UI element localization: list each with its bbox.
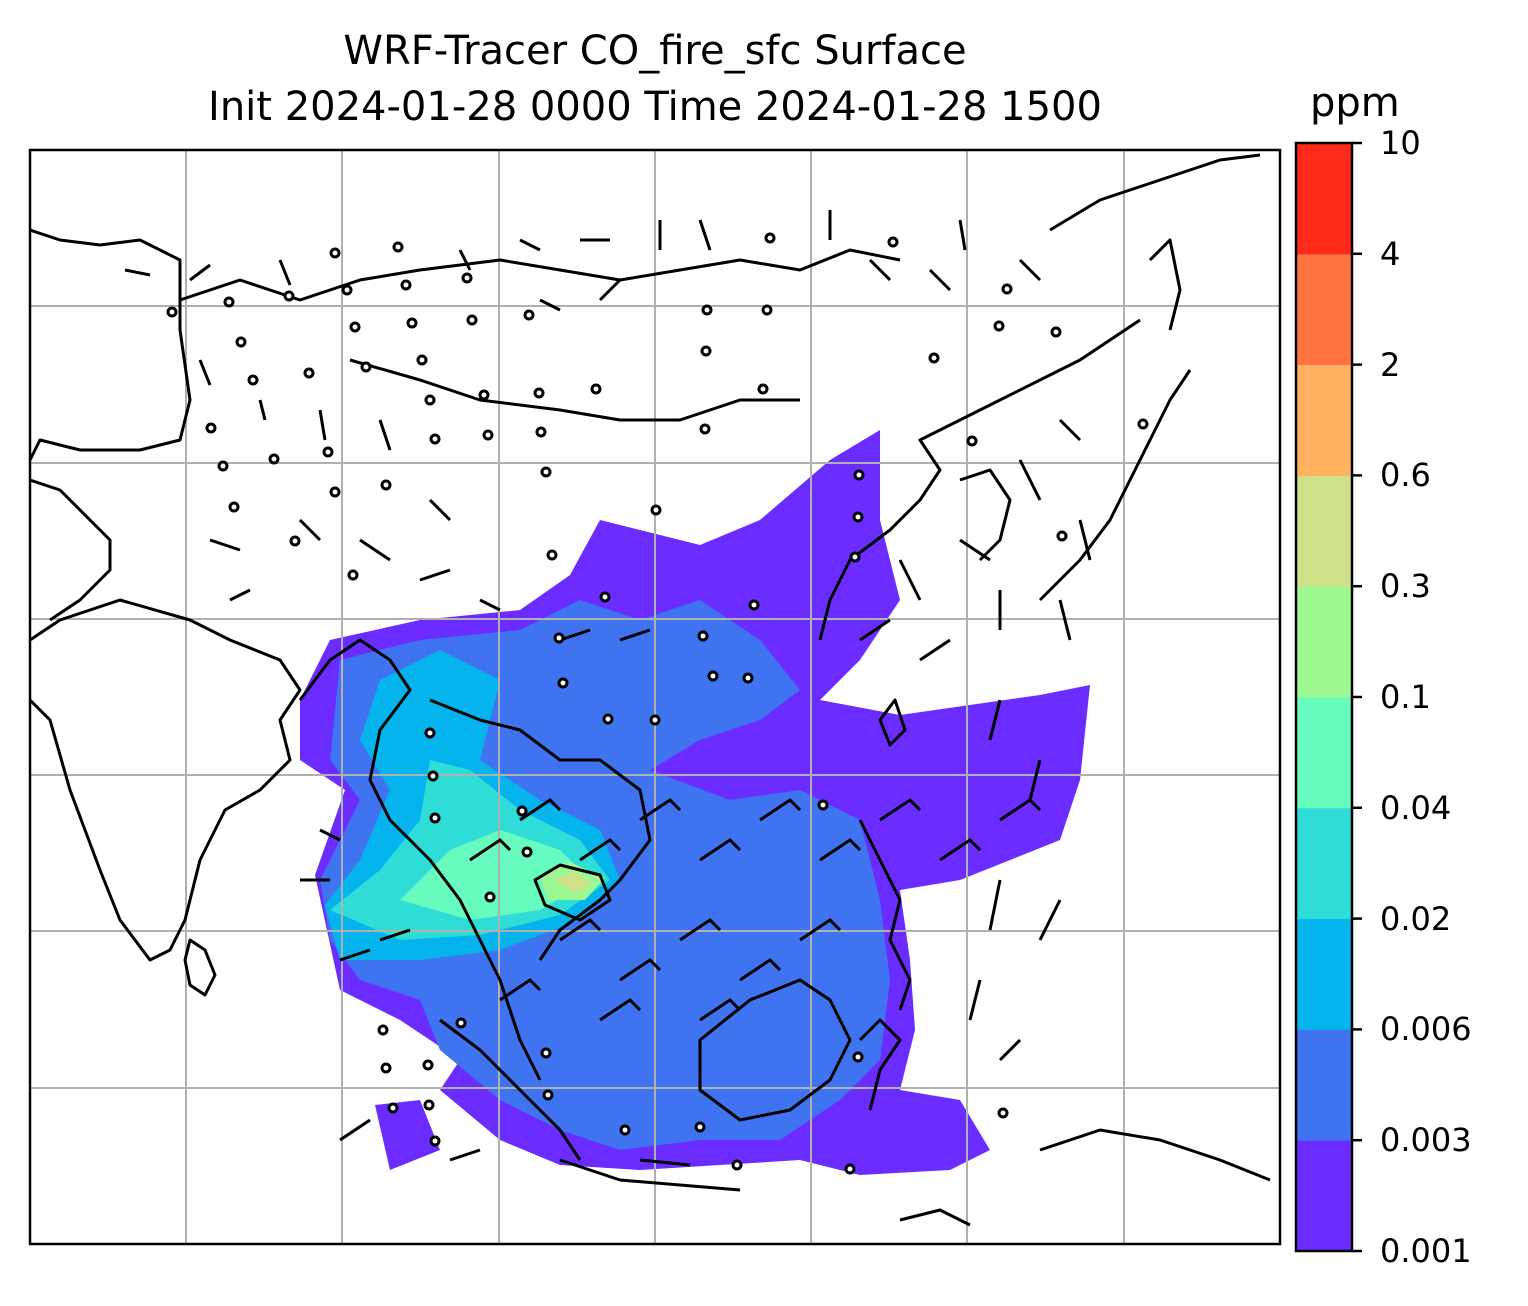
colorbar-tick-label: 0.04 bbox=[1380, 788, 1452, 827]
colorbar-band bbox=[1296, 364, 1352, 476]
india-coast bbox=[30, 598, 302, 962]
china-north-border bbox=[349, 358, 800, 422]
colorbar-band bbox=[1296, 253, 1352, 366]
java bbox=[559, 1158, 741, 1192]
colorbar-tick-label: 2 bbox=[1380, 345, 1401, 384]
colorbar-band bbox=[1296, 918, 1352, 1030]
colorbar-tick-label: 10 bbox=[1380, 124, 1421, 162]
colorbar-band bbox=[1296, 143, 1352, 255]
colorbar-tick-label: 0.003 bbox=[1380, 1121, 1472, 1160]
colorbar-tick-label: 0.02 bbox=[1380, 899, 1452, 938]
colorbar bbox=[1294, 141, 1362, 1253]
map-frame bbox=[28, 148, 1282, 1246]
colorbar-tick-label: 0.1 bbox=[1380, 678, 1431, 716]
title-line-2: Init 2024-01-28 0000 Time 2024-01-28 150… bbox=[208, 84, 1102, 130]
china-coast bbox=[818, 318, 1141, 641]
central-asia-border bbox=[30, 478, 112, 622]
concentration-field bbox=[300, 430, 1090, 1175]
colorbar-tick-label: 0.3 bbox=[1380, 567, 1431, 606]
taiwan bbox=[878, 698, 907, 747]
japan bbox=[1038, 369, 1192, 602]
colorbar-band bbox=[1296, 1140, 1352, 1252]
bay-of-bengal bbox=[298, 638, 542, 1081]
title-line-1: WRF-Tracer CO_fire_sfc Surface bbox=[343, 28, 967, 74]
grid-lines bbox=[30, 150, 1280, 1244]
colorbar-band bbox=[1296, 586, 1352, 698]
russia-coast bbox=[1049, 153, 1261, 232]
colorbar-band bbox=[1296, 807, 1352, 920]
sulawesi bbox=[858, 1018, 902, 1111]
wind-barbs bbox=[124, 210, 1092, 1167]
indochina bbox=[429, 698, 652, 961]
colorbar-band bbox=[1296, 1029, 1352, 1141]
sri-lanka bbox=[183, 938, 217, 997]
plume-hotspot bbox=[555, 872, 592, 893]
timor bbox=[899, 1208, 971, 1227]
sakhalin bbox=[1148, 238, 1182, 331]
mongolia-border bbox=[179, 248, 901, 302]
colorbar-tick-label: 0.6 bbox=[1380, 456, 1431, 495]
plume-south bbox=[375, 1100, 440, 1170]
colorbar-band bbox=[1296, 697, 1352, 809]
new-guinea bbox=[1039, 1128, 1271, 1182]
colorbar-tick-label: 0.006 bbox=[1380, 1010, 1472, 1049]
colorbar-tick-label: 4 bbox=[1380, 234, 1401, 273]
colorbar-tick-label: 0.001 bbox=[1380, 1232, 1472, 1270]
tonle-sap-region bbox=[533, 863, 612, 922]
himalaya-border bbox=[30, 228, 192, 461]
korea bbox=[959, 468, 1012, 562]
philippines bbox=[858, 819, 912, 1011]
sumatra bbox=[439, 1018, 582, 1161]
coastlines bbox=[30, 153, 1271, 1227]
colorbar-band bbox=[1296, 475, 1352, 587]
colorbar-unit-label: ppm bbox=[1310, 80, 1400, 126]
calm-wind-markers bbox=[166, 232, 1149, 1175]
borneo bbox=[698, 978, 852, 1122]
